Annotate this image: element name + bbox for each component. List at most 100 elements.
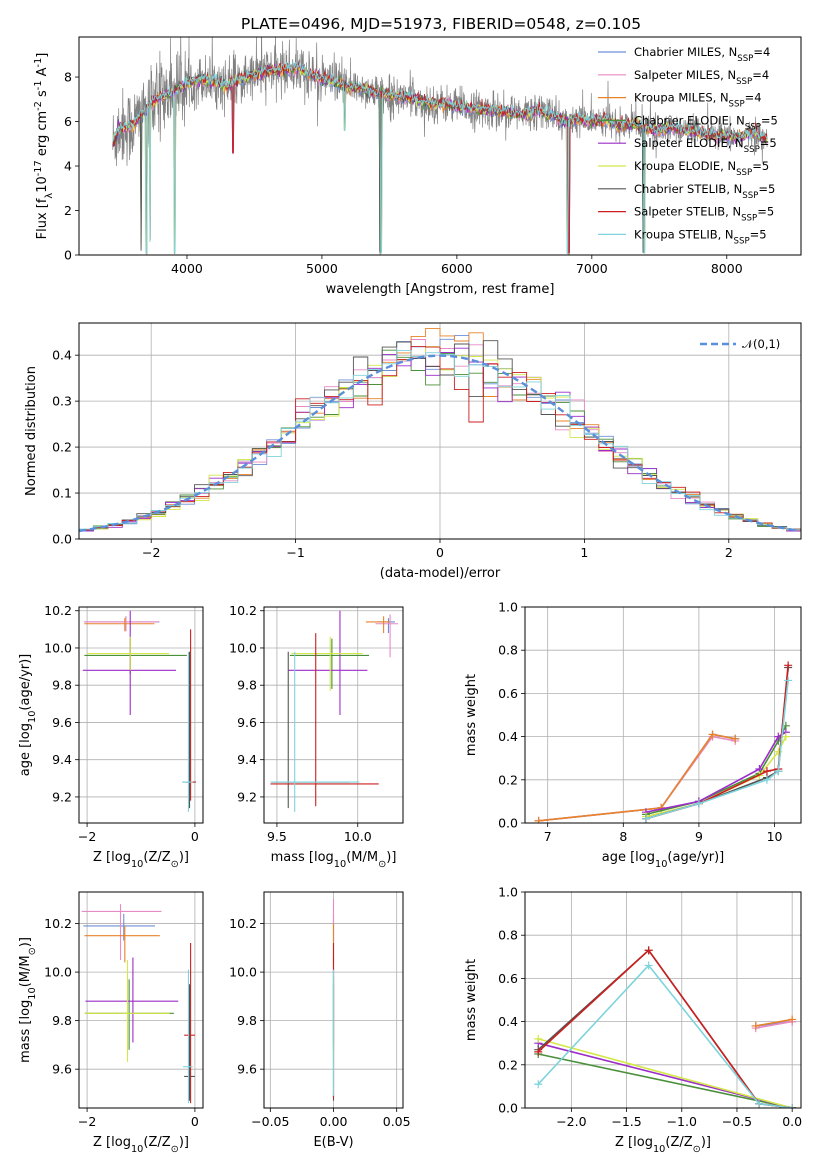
spectrum-axes: 4000 5000 6000 7000 8000 0 2 4 6 8 wavelength [Ang… [33,36,802,297]
mass_vs_ebv-axes: −0.05 0.00 0.05 9.6 9.8 10.0 10.2 E(B-V) [229,891,411,1150]
y-tick-label: 4 [64,159,72,174]
x-tick-label: 7 [544,829,552,844]
plus-marker [534,1047,543,1056]
x-tick-label: −1.5 [611,1114,641,1129]
y-tick-label: 0.2 [498,772,518,787]
plus-marker [784,676,793,685]
weight_vs_Z-plot-area [534,946,797,1108]
errorbar-point [84,618,155,632]
errorbar-point [365,616,391,634]
x-tick-label: 9 [695,829,703,844]
x-tick-label: 0 [191,829,199,844]
y-axis-label: mass weight [464,959,479,1041]
y-tick-label: 9.8 [52,1013,72,1028]
x-axis-label: (data-model)/error [380,566,501,581]
y-tick-label: 10.0 [44,640,72,655]
mass-weight-line [645,725,787,816]
legend-entry: Chabrier ELODIE, NSSP=5 [634,113,778,132]
errorbar-point [184,942,195,1104]
legend-entry: Kroupa ELODIE, NSSP=5 [634,159,769,178]
errorbar-point [377,618,395,634]
x-tick-label: 9.5 [267,829,287,844]
y-tick-label: 8 [64,70,72,85]
errorbar-point [291,636,363,691]
legend-entry: Kroupa STELIB, NSSP=5 [634,227,767,246]
mass_vs_ebv-frame [263,891,404,1109]
errorbar-point [81,904,162,960]
y-tick-label: 9.4 [237,752,257,767]
y-tick-label: 2 [64,203,72,218]
errorbar-point [181,651,193,812]
y-tick-label: 10.0 [229,640,257,655]
y-tick-label: 10.2 [44,603,72,618]
x-tick-label: −0.05 [251,1114,289,1129]
errorbar-point [270,633,379,807]
figure-title: PLATE=0496, MJD=51973, FIBERID=0548, z=0… [241,15,641,33]
y-tick-label: 0.4 [498,1014,518,1029]
weight_vs_age-axes: 7 8 9 10 0.0 0.2 0.4 0.6 0.8 1.0 age [log10(age/yr… [464,600,802,870]
y-tick-label: 9.8 [237,1013,257,1028]
x-tick-label: 2 [725,545,733,560]
errorbar-point [375,614,399,658]
y-tick-label: 0.3 [52,394,72,409]
y-tick-label: 9.6 [52,715,72,730]
errorbar-point [270,651,360,812]
x-tick-label: 0 [191,1114,199,1129]
y-tick-label: 1.0 [498,885,518,900]
plus-marker [755,1099,764,1108]
age_vs_Z-plot-area [82,610,196,812]
errorbar-point [183,969,193,1104]
plus-marker [731,734,740,743]
plus-marker [788,1015,797,1024]
x-tick-label: 5000 [306,261,338,276]
x-tick-label: 0.05 [383,1114,411,1129]
weight_vs_age-frame [524,606,802,824]
y-tick-label: 10.0 [229,965,257,980]
errorbar-point [84,925,160,963]
x-tick-label: 6000 [441,261,473,276]
legend-entry: 𝒩(0,1) [742,337,780,351]
plus-marker [534,1080,543,1089]
y-tick-label: 10.0 [44,965,72,980]
legend-entry: Salpeter STELIB, NSSP=5 [634,205,774,224]
y-tick-label: 0.0 [52,532,72,547]
x-tick-label: 10.0 [344,829,372,844]
residual-histogram [79,349,801,531]
residual-histogram [79,346,801,531]
x-tick-label: −2.0 [556,1114,586,1129]
plus-marker [644,946,653,955]
plus-marker [694,799,703,808]
y-tick-label: 6 [64,114,72,129]
y-axis-label: age [log10(age/yr)] [18,654,38,777]
legend-entry: Chabrier STELIB, NSSP=5 [634,182,775,201]
errorbar-point [84,638,187,675]
x-tick-label: 0 [436,545,444,560]
x-axis-label: age [log10(age/yr)] [602,850,725,870]
y-axis-label: mass weight [464,674,479,756]
errorbar-point [84,979,174,1050]
plus-marker [784,661,793,670]
y-tick-label: 10.2 [44,916,72,931]
y-tick-label: 9.6 [237,1062,257,1077]
y-tick-label: 0.1 [52,486,72,501]
legend-entry: Salpeter MILES, NSSP=4 [634,68,769,87]
y-axis-label: mass [log10(M/M⊙)] [18,937,38,1063]
y-tick-label: 9.2 [52,789,72,804]
x-axis-label: E(B-V) [313,1135,353,1150]
y-tick-label: 0.2 [52,440,72,455]
mass-weight-line [755,1018,793,1027]
residuals-plot-area [79,327,801,533]
x-axis-label: mass [log10(M/M⊙)] [271,850,397,870]
plus-marker [762,767,771,776]
plus-marker [644,961,653,970]
plus-marker [751,1021,760,1030]
x-tick-label: 7000 [576,261,608,276]
x-tick-label: 10 [767,829,783,844]
x-tick-label: 1 [580,545,588,560]
y-tick-label: 0.8 [498,643,518,658]
spectrum-frame [78,36,802,256]
plus-marker [534,816,543,823]
y-tick-label: 0.6 [498,971,518,986]
age_vs_Z-frame [78,606,204,824]
